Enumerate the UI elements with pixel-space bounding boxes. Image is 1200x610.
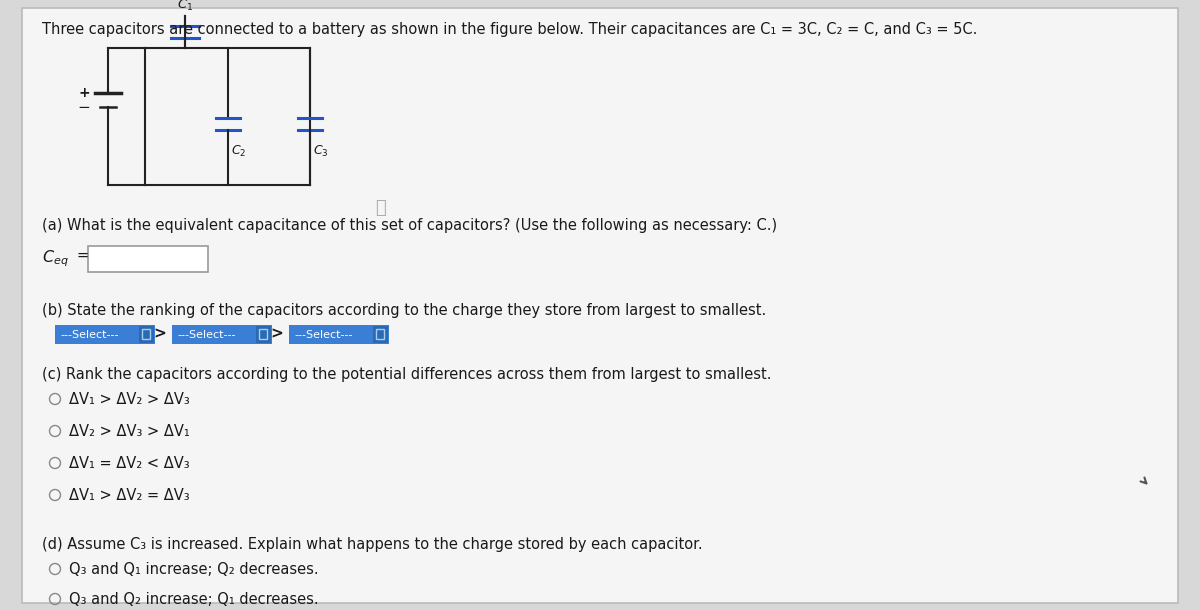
Text: ΔV₁ = ΔV₂ < ΔV₃: ΔV₁ = ΔV₂ < ΔV₃ [70, 456, 190, 470]
Text: >: > [154, 326, 167, 342]
Text: ---Select---: ---Select--- [294, 329, 353, 340]
Text: (d) Assume C₃ is increased. Explain what happens to the charge stored by each ca: (d) Assume C₃ is increased. Explain what… [42, 537, 703, 552]
Text: ---Select---: ---Select--- [60, 329, 119, 340]
Text: Three capacitors are connected to a battery as shown in the figure below. Their : Three capacitors are connected to a batt… [42, 22, 977, 37]
Bar [289, 325, 389, 344]
Text: ΔV₂ > ΔV₃ > ΔV₁: ΔV₂ > ΔV₃ > ΔV₁ [70, 423, 190, 439]
FancyBboxPatch shape [22, 8, 1178, 603]
Text: ⓘ: ⓘ [374, 199, 385, 217]
Bar [373, 326, 388, 343]
Text: Q₃ and Q₂ increase; Q₁ decreases.: Q₃ and Q₂ increase; Q₁ decreases. [70, 592, 319, 606]
Text: −: − [78, 99, 90, 115]
Text: ---Select---: ---Select--- [178, 329, 235, 340]
Text: ΔV₁ > ΔV₂ = ΔV₃: ΔV₁ > ΔV₂ = ΔV₃ [70, 487, 190, 503]
Bar [172, 325, 272, 344]
Text: $C_2$: $C_2$ [230, 144, 246, 159]
Bar [256, 326, 271, 343]
Bar [139, 326, 154, 343]
Text: (b) State the ranking of the capacitors according to the charge they store from : (b) State the ranking of the capacitors … [42, 303, 767, 318]
Text: >: > [271, 326, 283, 342]
Text: Q₃ and Q₁ increase; Q₂ decreases.: Q₃ and Q₁ increase; Q₂ decreases. [70, 561, 319, 576]
Text: +: + [78, 86, 90, 100]
Text: $C_1$: $C_1$ [176, 0, 193, 13]
Bar [55, 325, 155, 344]
Text: (a) What is the equivalent capacitance of this set of capacitors? (Use the follo: (a) What is the equivalent capacitance o… [42, 218, 778, 233]
Bar [259, 329, 266, 339]
Text: $C_{eq}$: $C_{eq}$ [42, 248, 68, 268]
Text: ΔV₁ > ΔV₂ > ΔV₃: ΔV₁ > ΔV₂ > ΔV₃ [70, 392, 190, 406]
Text: (c) Rank the capacitors according to the potential differences across them from : (c) Rank the capacitors according to the… [42, 367, 772, 382]
Bar [376, 329, 384, 339]
Bar [88, 246, 208, 272]
Text: $C_3$: $C_3$ [313, 144, 329, 159]
Bar [142, 329, 150, 339]
Text: =: = [76, 248, 88, 263]
